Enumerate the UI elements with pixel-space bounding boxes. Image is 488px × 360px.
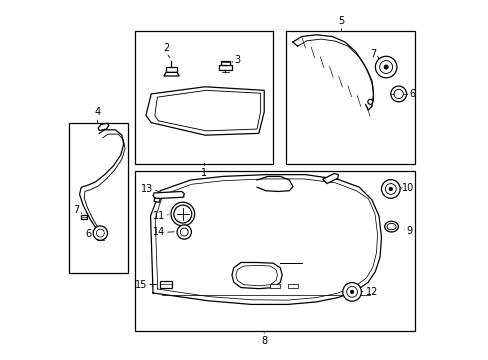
- Circle shape: [93, 226, 107, 240]
- Text: 13: 13: [141, 184, 153, 194]
- Circle shape: [349, 290, 353, 294]
- Circle shape: [96, 229, 104, 237]
- Polygon shape: [231, 262, 282, 289]
- Text: 10: 10: [402, 183, 414, 193]
- Circle shape: [346, 287, 357, 297]
- Bar: [269, 284, 280, 288]
- Text: 2: 2: [163, 43, 169, 53]
- Bar: [69, 123, 128, 273]
- Text: 12: 12: [365, 287, 377, 297]
- Circle shape: [385, 184, 395, 194]
- Text: 5: 5: [338, 16, 344, 26]
- Polygon shape: [163, 72, 179, 76]
- Text: 15: 15: [134, 280, 147, 290]
- Ellipse shape: [386, 224, 395, 230]
- Bar: [287, 284, 298, 288]
- Text: 14: 14: [152, 228, 164, 237]
- Polygon shape: [98, 123, 109, 131]
- Text: 6: 6: [408, 89, 415, 99]
- Circle shape: [390, 86, 406, 102]
- Ellipse shape: [384, 221, 398, 232]
- Polygon shape: [155, 90, 260, 131]
- Circle shape: [177, 225, 191, 239]
- Polygon shape: [235, 265, 277, 286]
- Polygon shape: [81, 215, 87, 220]
- Text: 11: 11: [152, 211, 164, 221]
- Bar: [135, 31, 273, 164]
- Circle shape: [342, 283, 361, 301]
- Polygon shape: [153, 192, 184, 199]
- Bar: [135, 171, 414, 330]
- Polygon shape: [145, 87, 264, 135]
- Text: 7: 7: [369, 49, 375, 59]
- Circle shape: [383, 65, 387, 69]
- Polygon shape: [322, 174, 338, 184]
- Circle shape: [375, 56, 396, 78]
- Text: 7: 7: [73, 206, 80, 216]
- Polygon shape: [219, 65, 231, 70]
- Polygon shape: [154, 198, 160, 202]
- Text: 3: 3: [234, 54, 240, 64]
- Circle shape: [381, 180, 399, 198]
- Circle shape: [367, 99, 372, 104]
- Text: 6: 6: [85, 229, 91, 239]
- Polygon shape: [165, 67, 177, 72]
- Text: 9: 9: [406, 226, 412, 236]
- Bar: [159, 281, 172, 288]
- Text: 1: 1: [201, 168, 207, 178]
- Bar: [285, 31, 414, 164]
- Circle shape: [379, 60, 392, 73]
- Polygon shape: [221, 61, 230, 65]
- Circle shape: [393, 89, 403, 99]
- Circle shape: [180, 228, 188, 236]
- Text: 8: 8: [261, 336, 267, 346]
- Text: 4: 4: [94, 107, 101, 117]
- Circle shape: [388, 187, 392, 191]
- Circle shape: [174, 205, 191, 223]
